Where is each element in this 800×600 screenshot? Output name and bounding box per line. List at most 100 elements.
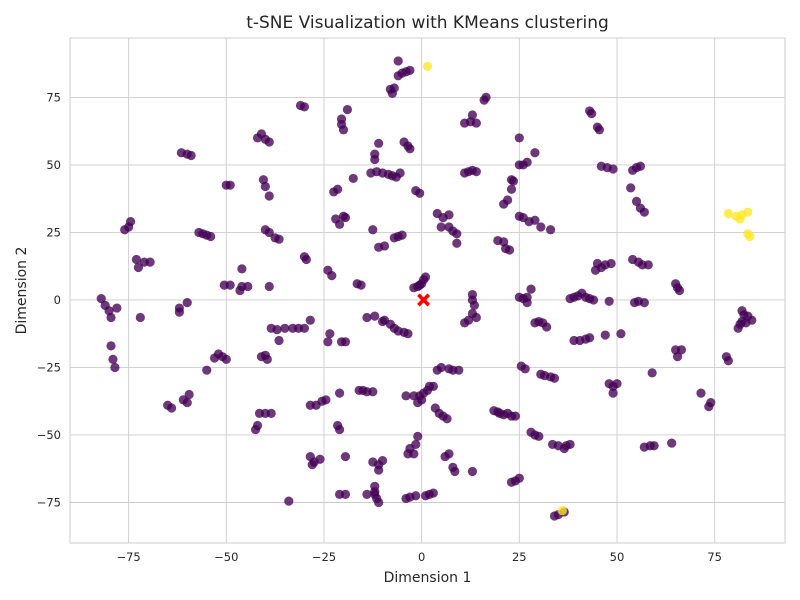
- data-point-cluster-0: [368, 225, 378, 235]
- data-point-cluster-0: [112, 303, 122, 313]
- data-point-cluster-0: [333, 184, 343, 194]
- y-tick-label: 75: [46, 90, 61, 104]
- data-point-cluster-0: [415, 188, 425, 198]
- data-point-cluster-0: [436, 362, 446, 373]
- y-tick-label: −50: [37, 428, 61, 442]
- data-point-cluster-0: [522, 298, 532, 308]
- x-tick-label: −25: [312, 550, 336, 564]
- data-point-cluster-0: [586, 109, 597, 119]
- data-point-cluster-0: [305, 315, 315, 325]
- data-point-cluster-0: [747, 315, 757, 325]
- data-point-cluster-0: [450, 466, 460, 477]
- x-tick-label: 25: [512, 550, 527, 564]
- data-point-cluster-0: [405, 144, 415, 154]
- data-point-cluster-0: [401, 493, 411, 504]
- data-point-cluster-0: [334, 219, 345, 229]
- data-point-cluster-0: [264, 281, 274, 292]
- data-point-cluster-0: [389, 83, 399, 93]
- data-point-cluster-0: [397, 230, 407, 240]
- data-point-cluster-0: [631, 196, 642, 206]
- data-point-cluster-0: [264, 137, 274, 147]
- data-point-cluster-0: [508, 176, 519, 186]
- data-point-cluster-0: [549, 373, 560, 383]
- data-point-cluster-0: [299, 102, 310, 112]
- data-point-cluster-0: [334, 388, 345, 398]
- data-point-cluster-0: [340, 337, 351, 347]
- data-point-cluster-0: [374, 497, 384, 508]
- data-point-cluster-1: [422, 61, 433, 71]
- data-point-cluster-0: [393, 56, 403, 66]
- data-point-cluster-0: [522, 157, 532, 167]
- data-point-cluster-0: [243, 281, 253, 292]
- data-point-cluster-0: [209, 353, 220, 363]
- data-point-cluster-0: [467, 466, 478, 477]
- data-point-cluster-0: [616, 329, 626, 339]
- data-point-cluster-0: [674, 285, 685, 296]
- data-point-cluster-0: [428, 381, 438, 391]
- data-point-cluster-0: [338, 125, 349, 135]
- x-tick-label: 75: [707, 550, 722, 564]
- data-point-cluster-0: [356, 280, 366, 290]
- y-tick-label: −75: [37, 495, 61, 509]
- data-point-cluster-0: [334, 424, 345, 435]
- data-point-cluster-0: [184, 389, 194, 400]
- data-point-cluster-0: [442, 414, 452, 424]
- data-point-cluster-0: [377, 456, 388, 466]
- data-point-cluster-0: [106, 312, 116, 323]
- data-point-cluster-0: [417, 395, 427, 405]
- data-point-cluster-0: [206, 231, 216, 242]
- plot-frame: [69, 37, 786, 544]
- data-point-cluster-0: [110, 362, 120, 373]
- data-point-cluster-0: [237, 264, 247, 274]
- data-point-cluster-1: [745, 231, 755, 242]
- tick-labels: −75 −50 −25 0 25 50 75 −75 −50 −25 0 25 50 75: [37, 90, 722, 564]
- data-point-cluster-0: [405, 65, 415, 76]
- data-point-cluster-0: [506, 184, 517, 194]
- data-point-cluster-0: [379, 241, 390, 251]
- data-point-cluster-0: [370, 149, 380, 159]
- x-tick-label: −75: [116, 550, 140, 564]
- data-point-cluster-0: [436, 222, 446, 232]
- data-point-cluster-0: [362, 312, 372, 323]
- data-point-cluster-0: [182, 298, 192, 308]
- data-point-cluster-0: [526, 284, 536, 294]
- data-point-cluster-0: [723, 356, 733, 366]
- data-point-cluster-0: [696, 388, 706, 398]
- data-point-cluster-0: [594, 125, 605, 135]
- data-point-cluster-0: [131, 254, 142, 265]
- data-point-cluster-0: [514, 133, 524, 143]
- y-axis-label: Dimension 2: [14, 247, 30, 335]
- data-point-cluster-0: [262, 354, 272, 364]
- centroid-x-marker: [417, 293, 431, 307]
- data-point-cluster-0: [428, 488, 438, 498]
- data-point-cluster-0: [514, 292, 524, 302]
- data-point-cluster-0: [585, 333, 595, 343]
- data-point-cluster-0: [510, 411, 521, 421]
- data-point-cluster-0: [145, 257, 155, 267]
- data-point-cluster-0: [403, 329, 413, 339]
- data-point-cluster-0: [463, 315, 474, 325]
- data-point-cluster-0: [260, 181, 270, 192]
- centroid-markers: [417, 293, 431, 307]
- data-point-cluster-0: [604, 296, 614, 306]
- data-point-cluster-1: [723, 208, 733, 219]
- data-point-cluster-1: [743, 207, 753, 217]
- data-point-cluster-0: [395, 168, 405, 178]
- data-point-cluster-0: [530, 215, 540, 225]
- data-point-cluster-0: [274, 335, 284, 346]
- data-point-cluster-0: [186, 150, 196, 161]
- data-point-cluster-0: [340, 212, 351, 223]
- data-point-cluster-0: [647, 368, 657, 378]
- data-point-cluster-0: [430, 403, 440, 413]
- data-point-cluster-0: [284, 496, 294, 506]
- data-point-cluster-0: [315, 454, 325, 464]
- data-point-cluster-0: [299, 323, 310, 333]
- y-tick-label: 25: [46, 225, 61, 239]
- data-point-cluster-0: [225, 280, 235, 290]
- data-point-cluster-0: [530, 148, 540, 158]
- data-point-cluster-0: [471, 167, 481, 177]
- data-point-cluster-0: [327, 271, 337, 281]
- data-point-cluster-0: [225, 180, 235, 190]
- data-point-cluster-0: [643, 260, 653, 270]
